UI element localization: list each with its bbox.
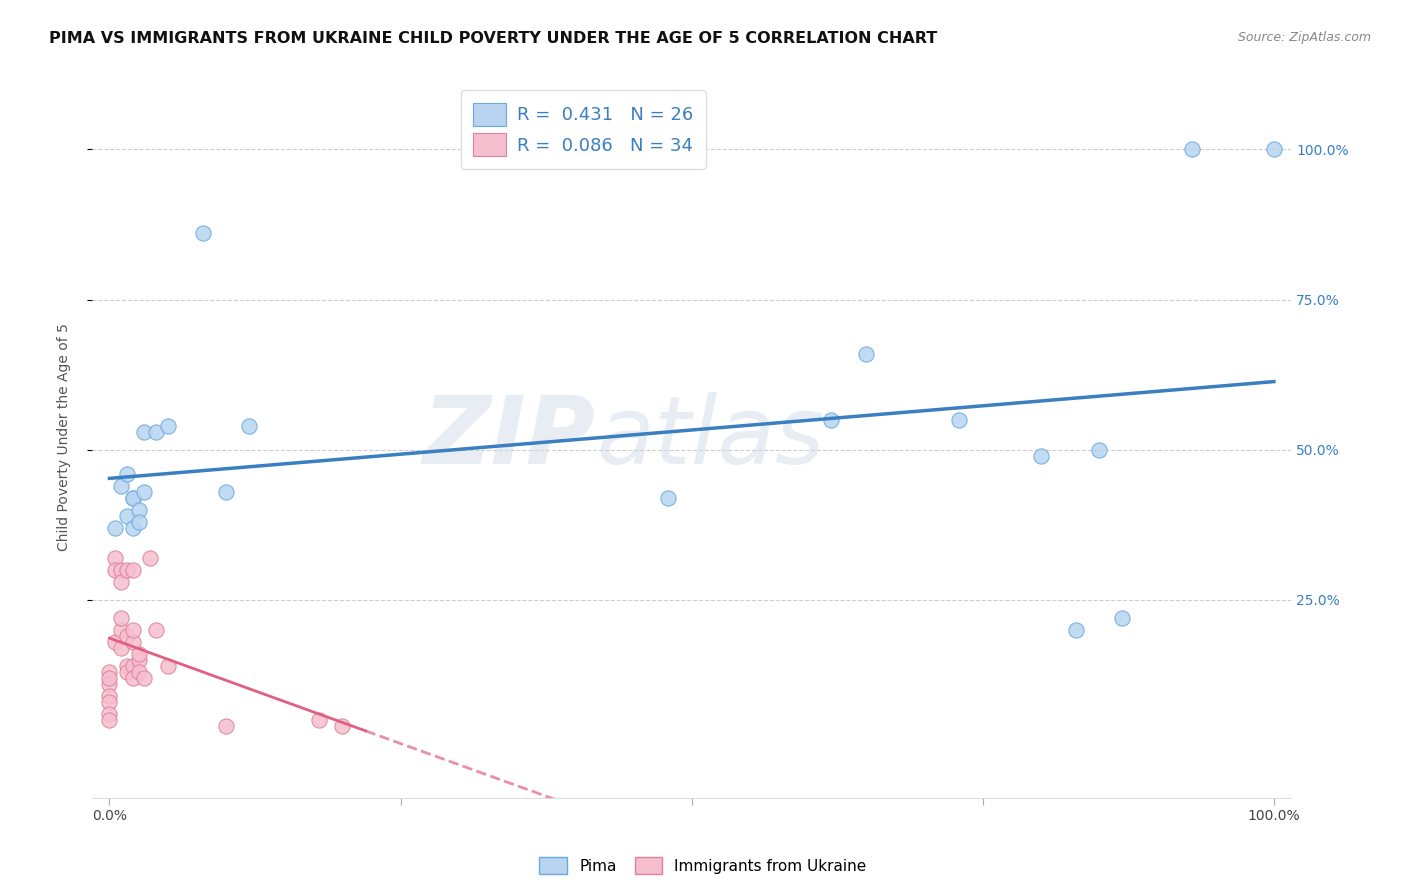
Legend: R =  0.431   N = 26, R =  0.086   N = 34: R = 0.431 N = 26, R = 0.086 N = 34 xyxy=(461,90,706,169)
Point xyxy=(110,623,132,637)
Point xyxy=(1064,623,1087,637)
Point xyxy=(215,484,238,499)
Text: Source: ZipAtlas.com: Source: ZipAtlas.com xyxy=(1237,31,1371,45)
Point xyxy=(128,652,150,666)
Point xyxy=(98,671,121,685)
Point xyxy=(820,412,842,426)
Point xyxy=(121,491,143,505)
Point xyxy=(115,658,138,673)
Point xyxy=(128,647,150,661)
Point xyxy=(98,713,121,727)
Point xyxy=(128,502,150,516)
Point xyxy=(134,425,156,439)
Point xyxy=(855,346,877,360)
Point xyxy=(238,418,260,433)
Point xyxy=(134,484,156,499)
Point xyxy=(1111,610,1133,624)
Point xyxy=(98,665,121,679)
Point xyxy=(104,634,127,648)
Point xyxy=(121,634,143,648)
Point xyxy=(139,550,162,565)
Point xyxy=(134,671,156,685)
Point xyxy=(115,508,138,523)
Point xyxy=(1029,449,1052,463)
Point xyxy=(145,425,167,439)
Point xyxy=(104,563,127,577)
Text: PIMA VS IMMIGRANTS FROM UKRAINE CHILD POVERTY UNDER THE AGE OF 5 CORRELATION CHA: PIMA VS IMMIGRANTS FROM UKRAINE CHILD PO… xyxy=(49,31,938,46)
Point xyxy=(330,719,353,733)
Point xyxy=(191,227,214,241)
Text: atlas: atlas xyxy=(596,392,824,483)
Point xyxy=(145,623,167,637)
Point xyxy=(121,671,143,685)
Point xyxy=(110,574,132,589)
Point xyxy=(115,563,138,577)
Point xyxy=(115,665,138,679)
Point xyxy=(128,515,150,529)
Point xyxy=(98,695,121,709)
Point xyxy=(115,467,138,481)
Point xyxy=(110,478,132,492)
Point xyxy=(121,623,143,637)
Point xyxy=(308,713,330,727)
Point xyxy=(1088,442,1111,457)
Point xyxy=(1181,143,1204,157)
Point xyxy=(98,689,121,703)
Point xyxy=(110,640,132,655)
Point xyxy=(115,629,138,643)
Point xyxy=(121,491,143,505)
Point xyxy=(121,520,143,534)
Legend: Pima, Immigrants from Ukraine: Pima, Immigrants from Ukraine xyxy=(533,851,873,880)
Point xyxy=(657,491,679,505)
Text: ZIP: ZIP xyxy=(423,392,596,483)
Point xyxy=(110,610,132,624)
Point xyxy=(128,665,150,679)
Point xyxy=(121,658,143,673)
Point xyxy=(104,520,127,534)
Point xyxy=(98,706,121,721)
Point xyxy=(121,563,143,577)
Y-axis label: Child Poverty Under the Age of 5: Child Poverty Under the Age of 5 xyxy=(58,324,72,551)
Point xyxy=(1263,143,1285,157)
Point xyxy=(98,676,121,690)
Point xyxy=(156,658,179,673)
Point xyxy=(110,563,132,577)
Point xyxy=(156,418,179,433)
Point xyxy=(948,412,970,426)
Point xyxy=(215,719,238,733)
Point xyxy=(104,550,127,565)
